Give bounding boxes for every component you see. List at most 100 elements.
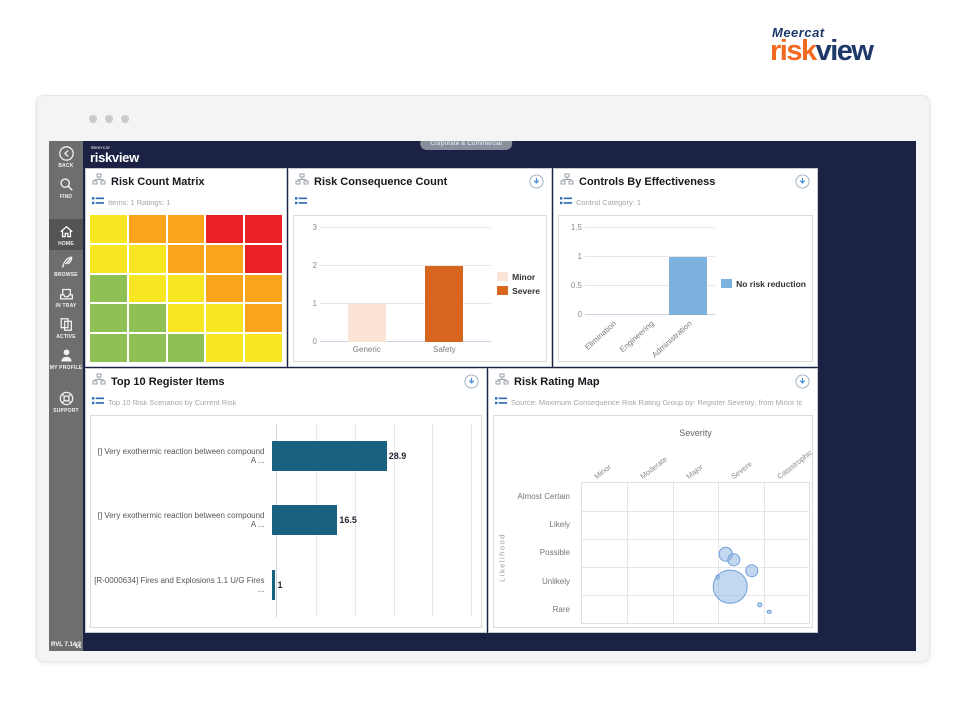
panel-header: Risk Rating Map Source: Maximum Conseque… [489,369,817,413]
x-tick-label: Administration [650,317,707,360]
legend-swatch [497,272,509,281]
risk-bubble[interactable] [726,553,741,567]
risk-matrix-cell[interactable] [245,274,282,303]
app-window: BACK FIND HOME BROWSE IN TRAY ACTIVE [36,95,930,662]
bar-safety[interactable] [425,266,464,342]
risk-matrix-cell[interactable] [128,274,166,303]
app-topbar: Meercat riskview Corporate & Commercial [83,141,916,169]
legend-entry: Severe [497,286,540,296]
risk-matrix-cell[interactable] [167,244,205,273]
risk-matrix-cell[interactable] [206,304,244,333]
window-control-dot[interactable] [105,114,113,123]
gridline: 1.5 [571,223,716,232]
risk-matrix-cell[interactable] [90,274,127,303]
panel-top-10-register-items: Top 10 Register Items Top 10 Risk Scenar… [86,369,486,632]
risk-matrix-cell[interactable] [206,244,244,273]
risk-matrix-cell[interactable] [167,274,205,303]
risk-bubble[interactable] [713,569,748,605]
register-item-bar[interactable] [271,441,387,472]
sitemap-icon [92,373,106,391]
severity-label: Moderate [638,454,669,481]
risk-matrix-cell[interactable] [167,215,205,243]
risk-matrix-cell[interactable] [167,304,205,333]
panel-title: Controls By Effectiveness [579,176,716,188]
sidebar-item-browse[interactable]: BROWSE [49,250,83,281]
risk-matrix-cell[interactable] [90,215,127,243]
bars-group [585,228,715,315]
risk-bubble[interactable] [757,602,763,608]
risk-bubble[interactable] [745,563,759,578]
risk-matrix-cell[interactable] [128,244,166,273]
gridline: 1 [578,252,716,261]
consequence-chart-plot: 0 1 2 3 [313,223,492,346]
download-icon[interactable] [795,374,810,389]
download-icon[interactable] [464,374,479,389]
x-tick-text: Elimination [582,319,619,352]
register-item-bar[interactable] [271,505,338,536]
risk-matrix-grid [90,215,282,362]
gridline [672,483,674,623]
risk-matrix-cell[interactable] [128,334,166,362]
panel-title: Top 10 Register Items [111,376,225,388]
gridline [471,424,472,617]
likelihood-label: Likely [549,520,570,530]
legend-list-icon [92,393,104,411]
sidebar-item-find[interactable]: FIND [49,172,83,203]
y-tick-label: 1.5 [570,223,582,232]
risk-matrix-cell[interactable] [128,304,166,333]
risk-matrix-cell[interactable] [206,334,244,362]
search-icon [49,176,83,193]
risk-matrix-cell[interactable] [206,274,244,303]
severity-label: Minor [592,462,613,481]
bar-administration[interactable] [669,257,708,315]
likelihood-label: Rare [552,605,570,615]
likelihood-row-labels: Almost Certain Likely Possible Unlikely Rare [494,482,576,624]
download-icon[interactable] [795,174,810,189]
bar-generic[interactable] [347,304,386,342]
sidebar-collapse-chevrons[interactable]: « [74,636,82,652]
bars-group [320,228,491,342]
risk-matrix-cell[interactable] [245,334,282,362]
sidebar-item-in-tray[interactable]: IN TRAY [49,281,83,312]
register-item-bar[interactable] [271,569,276,600]
gridline: 1 [313,299,492,308]
y-tick-label: 1 [577,252,582,261]
risk-matrix-body [90,215,282,362]
risk-matrix-cell[interactable] [245,215,282,243]
y-tick-label: 3 [312,223,317,232]
download-icon[interactable] [529,174,544,189]
panel-risk-count-matrix: Risk Count Matrix Items: 1 Ratings: 1 [86,169,286,366]
risk-bubble[interactable] [766,609,772,614]
sidebar-item-my-profile[interactable]: MY PROFILE [49,343,83,374]
risk-matrix-cell[interactable] [206,215,244,243]
sidebar-item-home[interactable]: HOME [49,219,83,250]
gridline [627,483,629,623]
window-control-dot[interactable] [89,114,97,123]
sidebar-item-back[interactable]: BACK [49,141,83,172]
consequence-legend: Minor Severe [495,216,546,361]
bar-area: 28.9 [271,441,472,472]
risk-matrix-cell[interactable] [245,304,282,333]
severity-label: Major [683,462,705,481]
risk-matrix-cell[interactable] [90,304,127,333]
risk-matrix-cell[interactable] [90,244,127,273]
bar-area: 1 [271,569,472,600]
back-icon [49,145,83,162]
legend-label: Minor [512,271,536,282]
window-control-dot[interactable] [121,114,129,123]
main-area: Meercat riskview Corporate & Commercial … [83,141,916,651]
severity-label: Catastrophic [775,447,813,481]
register-item-label: [R-0000634] Fires and Explosions 1.1 U/G… [94,575,265,594]
home-icon [49,223,83,240]
severity-label: Severe [729,459,755,481]
risk-matrix-cell[interactable] [128,215,166,243]
risk-matrix-cell[interactable] [167,334,205,362]
organisation-badge[interactable]: Corporate & Commercial [420,141,512,150]
sidebar-item-support[interactable]: SUPPORT [49,386,83,417]
meercat-riskview-logo: Meercat riskview [770,26,935,66]
risk-matrix-cell[interactable] [90,334,127,362]
risk-matrix-cell[interactable] [245,244,282,273]
sidebar-item-active[interactable]: ACTIVE [49,312,83,343]
y-tick-label: 0 [577,310,582,319]
